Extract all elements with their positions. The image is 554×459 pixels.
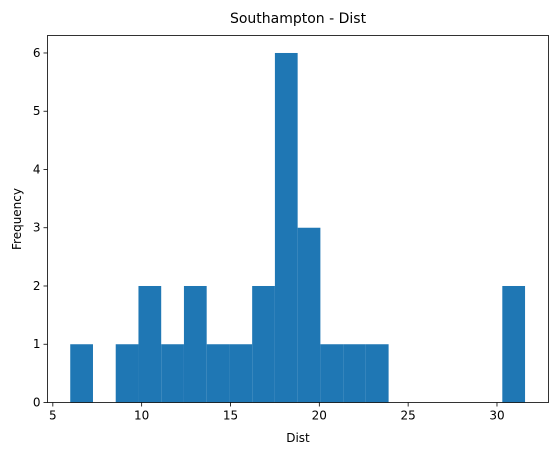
y-tick-label: 0 (33, 396, 41, 410)
y-tick-label: 5 (33, 104, 41, 118)
histogram-bar (206, 344, 230, 403)
histogram-bar (365, 344, 389, 403)
x-axis-label: Dist (286, 431, 310, 445)
bars-group (70, 52, 526, 403)
histogram-bar (274, 52, 298, 403)
histogram-bar (297, 227, 321, 403)
y-tick-label: 1 (33, 337, 41, 351)
y-tick-label: 4 (33, 162, 41, 176)
x-tick-label: 15 (223, 409, 238, 423)
histogram-bar (320, 344, 344, 403)
y-axis-ticks: 0 1 2 3 4 5 6 (33, 46, 48, 410)
histogram-bar (229, 344, 253, 403)
y-tick-label: 6 (33, 46, 41, 60)
y-axis-label: Frequency (10, 188, 24, 250)
histogram-bar (115, 344, 139, 403)
x-tick-label: 30 (489, 409, 504, 423)
y-tick-label: 3 (33, 221, 41, 235)
histogram-bar (252, 285, 275, 403)
chart-title: Southampton - Dist (230, 11, 367, 27)
histogram-bar (343, 344, 366, 403)
y-tick-label: 2 (33, 279, 41, 293)
histogram-bar (138, 285, 162, 403)
x-tick-label: 25 (401, 409, 416, 423)
x-tick-label: 5 (49, 409, 57, 423)
histogram-bar (70, 344, 93, 403)
histogram-bar (502, 285, 526, 403)
histogram-bar (183, 285, 207, 403)
x-tick-label: 20 (312, 409, 327, 423)
x-axis-ticks: 5 10 15 20 25 30 (49, 402, 505, 423)
plot-frame (47, 35, 549, 403)
x-tick-label: 10 (134, 409, 149, 423)
histogram-bar (161, 344, 184, 403)
